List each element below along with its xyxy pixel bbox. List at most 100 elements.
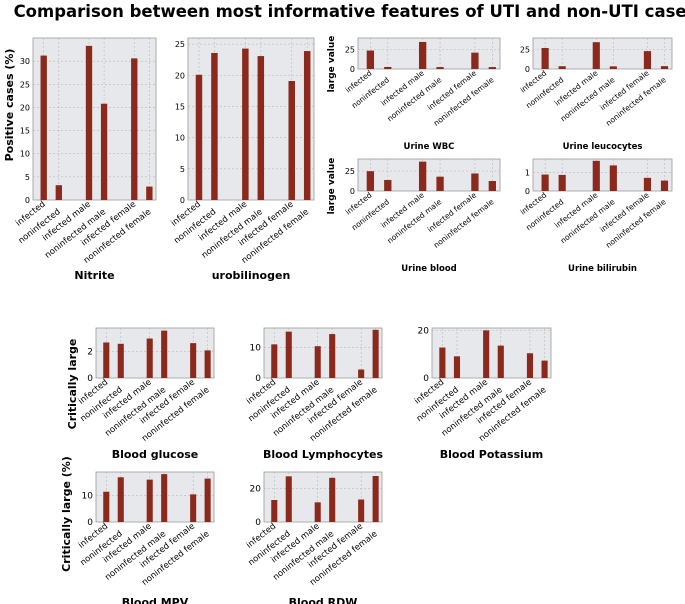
y-tick-label: 15 xyxy=(20,127,30,136)
chart-title: Urine WBC xyxy=(404,142,455,152)
bar-noninfected xyxy=(285,331,292,378)
bar-noninfected xyxy=(55,185,62,200)
y-tick-label: 25 xyxy=(520,46,530,55)
chart-panel-background xyxy=(532,37,673,70)
bar-noninfected-female xyxy=(660,180,669,191)
bar-noninfected-female xyxy=(372,476,379,522)
bar-infected-female xyxy=(190,494,197,522)
bar-infected xyxy=(103,491,110,522)
bar-infected-male xyxy=(146,479,153,522)
bar-noninfected-male xyxy=(329,334,336,378)
bar-infected-female xyxy=(526,353,534,378)
bar-infected xyxy=(366,50,375,69)
y-tick-label: 25 xyxy=(20,80,30,89)
chart-panel-background xyxy=(95,471,215,523)
chart-title: Blood Potassium xyxy=(440,448,543,461)
chart-panel-background xyxy=(32,37,157,201)
chart-title: Urine leucocytes xyxy=(563,142,643,152)
y-tick-label: 10 xyxy=(250,344,262,354)
y-tick-label: 0 xyxy=(350,187,355,196)
bar-noninfected xyxy=(384,179,392,191)
bar-infected xyxy=(195,74,203,200)
chart-panels: 051015202530infectednoninfectedinfected … xyxy=(14,37,673,604)
bar-noninfected-female xyxy=(146,186,153,200)
bar-infected xyxy=(439,347,446,378)
bar-infected-female xyxy=(190,343,197,378)
y-tick-label: 10 xyxy=(175,134,185,143)
y-tick-label: 5 xyxy=(25,173,30,182)
bar-infected xyxy=(103,342,110,378)
y-tick-label: 0 xyxy=(87,374,93,384)
y-tick-label: 0 xyxy=(255,374,261,384)
chart-title: Blood RDW xyxy=(289,596,358,604)
chart-title: Urine bilirubin xyxy=(568,264,637,274)
bar-noninfected-female xyxy=(660,66,669,69)
bar-infected-female xyxy=(131,58,138,200)
ylabel-positive-cases: Positive cases (%) xyxy=(3,49,16,162)
chart-title: urobilinogen xyxy=(212,269,291,282)
bar-noninfected-male xyxy=(100,103,108,200)
chart-nitrite: 051015202530infectednoninfectedinfected … xyxy=(14,37,157,282)
bar-infected-male xyxy=(85,45,93,200)
bar-infected-male xyxy=(592,160,600,191)
y-tick-label: 1 xyxy=(525,169,530,178)
bar-infected xyxy=(366,171,375,191)
y-tick-label: 0 xyxy=(87,518,93,528)
bar-noninfected-female xyxy=(204,478,211,522)
chart-panel-background xyxy=(532,158,673,192)
chart-panel-background xyxy=(263,327,383,379)
bar-noninfected xyxy=(558,66,566,69)
bar-noninfected-female xyxy=(303,51,311,201)
y-tick-label: 20 xyxy=(418,326,430,336)
bar-noninfected-male xyxy=(436,67,444,69)
y-tick-label: 30 xyxy=(20,57,30,66)
bar-infected-male xyxy=(592,42,600,69)
bar-infected xyxy=(541,174,549,191)
bar-infected xyxy=(271,344,278,378)
y-tick-label: 0 xyxy=(350,65,355,74)
figure-title: Comparison between most informative feat… xyxy=(14,2,685,21)
bar-noninfected-female xyxy=(488,67,496,69)
bar-noninfected xyxy=(211,52,218,201)
y-tick-label: 20 xyxy=(250,485,262,495)
y-tick-label: 0 xyxy=(180,196,185,205)
bar-noninfected-female xyxy=(372,329,379,378)
bar-infected xyxy=(271,500,278,522)
bar-noninfected xyxy=(117,477,124,522)
bar-noninfected-female xyxy=(541,360,548,378)
y-tick-label: 2 xyxy=(87,348,93,358)
chart-panel-background xyxy=(357,37,501,70)
bar-noninfected xyxy=(117,343,124,378)
bar-infected xyxy=(40,55,47,201)
y-tick-label: 0 xyxy=(25,196,30,205)
bar-infected-female xyxy=(471,173,479,191)
ylabel-large-value-bottom: large value xyxy=(327,158,337,215)
bar-infected-male xyxy=(418,41,427,69)
y-tick-label: 0 xyxy=(255,518,261,528)
bar-infected-female xyxy=(643,51,652,69)
chart-title: Blood glucose xyxy=(112,448,199,461)
bar-noninfected-male xyxy=(329,477,336,522)
bar-infected-female xyxy=(358,499,365,522)
bar-noninfected-male xyxy=(497,345,504,378)
ylabel-large-value-top: large value xyxy=(327,36,337,93)
y-tick-label: 10 xyxy=(82,492,94,502)
bar-noninfected-male xyxy=(609,66,617,69)
bar-noninfected-female xyxy=(204,350,211,378)
chart-panel-background xyxy=(187,37,315,201)
bar-noninfected-female xyxy=(488,181,496,191)
bar-infected-female xyxy=(643,177,652,191)
chart-title: Blood MPV xyxy=(122,596,189,604)
ylabel-critically-large-percent: Critically large (%) xyxy=(60,456,73,572)
ylabel-critically-large: Critically large xyxy=(66,339,79,430)
bar-infected-male xyxy=(314,346,321,378)
y-tick-label: 25 xyxy=(175,40,185,49)
bar-noninfected-male xyxy=(609,165,617,191)
